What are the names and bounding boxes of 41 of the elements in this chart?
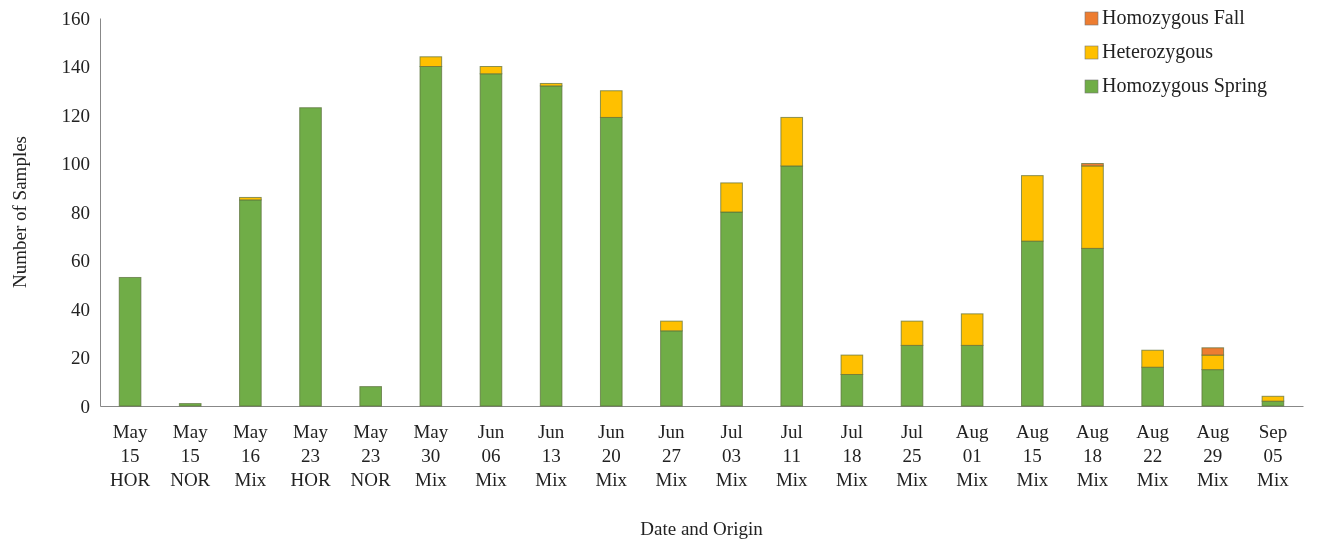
bar <box>359 386 382 407</box>
bar <box>239 199 262 407</box>
x-tick-label: Aug 18 Mix <box>1076 421 1110 490</box>
y-tick-label: 20 <box>71 347 90 369</box>
y-tick-label: 40 <box>71 298 90 320</box>
x-tick-label: Aug 22 Mix <box>1136 421 1170 490</box>
x-tick-label: May 15 HOR <box>110 421 151 490</box>
y-axis-title: Number of Samples <box>9 136 30 288</box>
x-tick-label: May 16 Mix <box>232 421 269 490</box>
x-tick-label: May 30 Mix <box>413 421 449 490</box>
x-tick-label: May 23 NOR <box>350 421 392 490</box>
bar <box>178 403 202 407</box>
x-tick-label: Aug 01 Mix <box>955 421 990 490</box>
y-tick-label: 120 <box>61 104 90 126</box>
x-tick-label: Aug 15 Mix <box>1015 421 1050 490</box>
legend-label: Homozygous Fall <box>1102 6 1246 29</box>
x-tick-label: Jul 11 Mix <box>775 421 809 490</box>
bar <box>539 85 563 407</box>
y-tick-label: 80 <box>71 201 90 223</box>
x-tick-label: May 15 NOR <box>170 421 211 490</box>
x-tick-label: Jul 03 Mix <box>715 421 748 490</box>
x-tick-label: Jun 20 Mix <box>595 421 628 490</box>
legend-label: Heterozygous <box>1102 40 1214 63</box>
legend-label: Homozygous Spring <box>1102 74 1267 97</box>
y-tick-label: 160 <box>61 7 90 29</box>
x-tick-label: Jun 13 Mix <box>535 421 568 490</box>
x-tick-label: Jun 06 Mix <box>475 421 508 490</box>
x-tick-label: Jul 18 Mix <box>836 421 869 490</box>
bar <box>118 276 142 407</box>
y-tick-label: 100 <box>61 153 90 175</box>
x-tick-label: May 23 HOR <box>290 421 331 490</box>
y-tick-label: 0 <box>80 395 90 417</box>
bar <box>1261 400 1285 407</box>
x-tick-label: Sep 05 Mix <box>1257 421 1290 490</box>
x-tick-label: Jun 27 Mix <box>655 421 688 490</box>
x-tick-label: Jul 25 Mix <box>896 421 929 490</box>
x-axis-title: Date and Origin <box>640 518 764 539</box>
y-tick-label: 140 <box>61 56 90 78</box>
bar <box>299 107 322 407</box>
x-tick-label: Aug 29 Mix <box>1196 421 1230 490</box>
y-tick-label: 60 <box>71 250 90 272</box>
